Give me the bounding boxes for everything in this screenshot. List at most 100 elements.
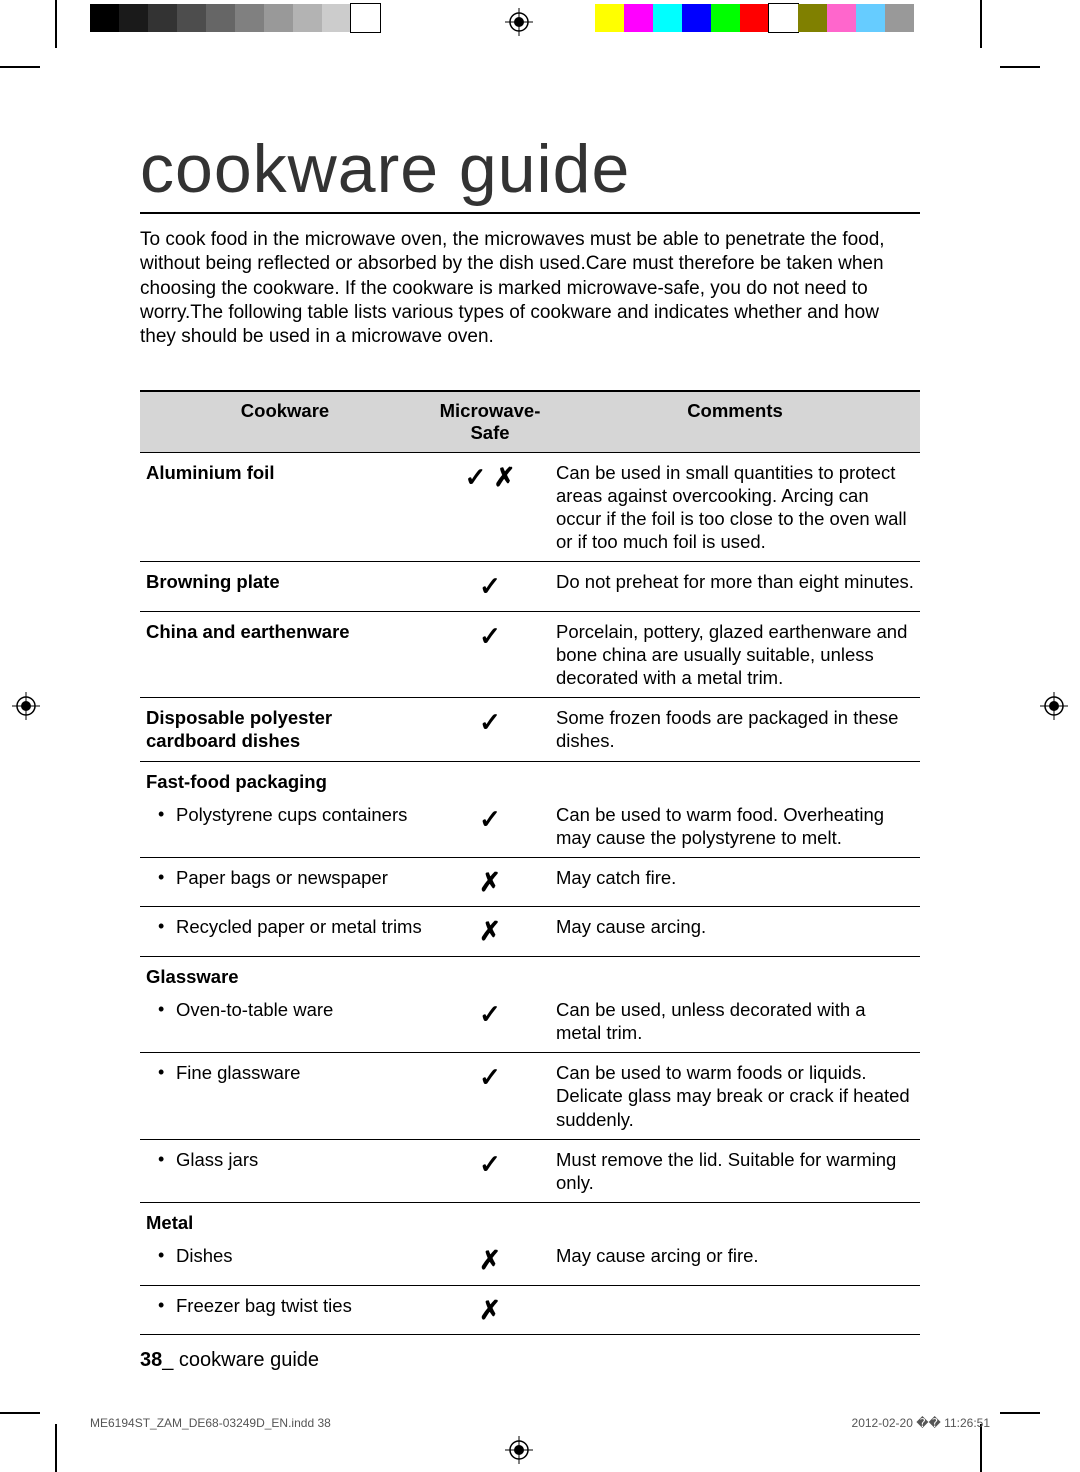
color-swatch (119, 4, 148, 32)
comments-cell: May cause arcing or fire. (550, 1236, 920, 1285)
page-footer: 38_ cookware guide (140, 1349, 319, 1372)
comments-cell (550, 1285, 920, 1335)
registration-mark-icon (505, 8, 533, 36)
cookware-cell: Recycled paper or metal trims (140, 907, 430, 957)
safe-cell: ✗ (430, 907, 550, 957)
comments-cell: Do not preheat for more than eight minut… (550, 562, 920, 612)
cookware-table: Cookware Microwave- Safe Comments Alumin… (140, 390, 920, 1336)
comments-cell: Can be used to warm food. Overheating ma… (550, 795, 920, 858)
crop-mark (1000, 66, 1040, 68)
cookware-cell: Browning plate (140, 562, 430, 612)
safe-cell: ✗ (430, 857, 550, 907)
intro-paragraph: To cook food in the microwave oven, the … (140, 228, 920, 350)
cookware-cell: Glass jars (140, 1139, 430, 1202)
color-swatch (351, 4, 380, 32)
color-swatch (293, 4, 322, 32)
table-body: Aluminium foil✓ ✗Can be used in small qu… (140, 452, 920, 1334)
header-safe: Microwave- Safe (430, 391, 550, 453)
table-row: Glassware (140, 956, 920, 990)
table-row: Oven-to-table ware✓Can be used, unless d… (140, 990, 920, 1053)
color-swatch (90, 4, 119, 32)
page-title: cookware guide (140, 130, 920, 214)
table-row: Recycled paper or metal trims✗May cause … (140, 907, 920, 957)
comments-cell: May cause arcing. (550, 907, 920, 957)
comments-cell: Can be used in small quantities to prote… (550, 452, 920, 562)
page-content: cookware guide To cook food in the micro… (140, 130, 920, 1335)
comments-cell: Some frozen foods are packaged in these … (550, 698, 920, 761)
header-comments: Comments (550, 391, 920, 453)
comments-cell: Can be used to warm foods or liquids. De… (550, 1053, 920, 1139)
crop-mark (55, 1424, 57, 1472)
color-swatch (653, 4, 682, 32)
color-swatch (322, 4, 351, 32)
table-row: Glass jars✓Must remove the lid. Suitable… (140, 1139, 920, 1202)
cookware-cell: Fine glassware (140, 1053, 430, 1139)
print-footer-meta: ME6194ST_ZAM_DE68-03249D_EN.indd 38 2012… (90, 1416, 990, 1430)
cookware-cell: Freezer bag twist ties (140, 1285, 430, 1335)
crop-mark (1000, 1412, 1040, 1414)
color-swatch (740, 4, 769, 32)
registration-mark-icon (505, 1436, 533, 1464)
color-swatch (624, 4, 653, 32)
page-number-label: _ cookware guide (162, 1349, 319, 1371)
safe-cell: ✗ (430, 1285, 550, 1335)
table-row: Freezer bag twist ties✗ (140, 1285, 920, 1335)
cookware-cell: Oven-to-table ware (140, 990, 430, 1053)
crop-mark (980, 1424, 982, 1472)
table-row: Disposable polyester cardboard dishes✓So… (140, 698, 920, 761)
crop-mark (0, 66, 40, 68)
crop-mark (55, 0, 57, 48)
cookware-cell: Disposable polyester cardboard dishes (140, 698, 430, 761)
safe-cell: ✓ (430, 795, 550, 858)
color-swatch (264, 4, 293, 32)
cookware-cell: Glassware (140, 956, 920, 990)
color-swatch (885, 4, 914, 32)
safe-cell: ✓ (430, 1053, 550, 1139)
color-swatch (682, 4, 711, 32)
safe-cell: ✓ ✗ (430, 452, 550, 562)
safe-cell: ✓ (430, 698, 550, 761)
color-swatch (177, 4, 206, 32)
color-swatch (856, 4, 885, 32)
header-cookware: Cookware (140, 391, 430, 453)
cookware-cell: Polystyrene cups containers (140, 795, 430, 858)
comments-cell: May catch fire. (550, 857, 920, 907)
color-swatch (206, 4, 235, 32)
table-row: Polystyrene cups containers✓Can be used … (140, 795, 920, 858)
color-swatch (595, 4, 624, 32)
comments-cell: Can be used, unless decorated with a met… (550, 990, 920, 1053)
color-colorbar (595, 4, 914, 32)
cookware-cell: China and earthenware (140, 611, 430, 697)
safe-cell: ✓ (430, 990, 550, 1053)
cookware-cell: Paper bags or newspaper (140, 857, 430, 907)
safe-cell: ✓ (430, 562, 550, 612)
table-row: China and earthenware✓Porcelain, pottery… (140, 611, 920, 697)
color-swatch (235, 4, 264, 32)
table-row: Fast-food packaging (140, 761, 920, 795)
cookware-cell: Metal (140, 1202, 920, 1236)
table-row: Paper bags or newspaper✗May catch fire. (140, 857, 920, 907)
safe-cell: ✗ (430, 1236, 550, 1285)
color-swatch (148, 4, 177, 32)
crop-mark (980, 0, 982, 48)
registration-mark-icon (12, 692, 40, 720)
color-swatch (798, 4, 827, 32)
comments-cell: Porcelain, pottery, glazed earthenware a… (550, 611, 920, 697)
print-timestamp: 2012-02-20 �� 11:26:51 (852, 1416, 990, 1430)
table-row: Browning plate✓Do not preheat for more t… (140, 562, 920, 612)
safe-cell: ✓ (430, 611, 550, 697)
cookware-cell: Fast-food packaging (140, 761, 920, 795)
table-row: Aluminium foil✓ ✗Can be used in small qu… (140, 452, 920, 562)
cookware-cell: Aluminium foil (140, 452, 430, 562)
color-swatch (711, 4, 740, 32)
crop-mark (0, 1412, 40, 1414)
source-file-label: ME6194ST_ZAM_DE68-03249D_EN.indd 38 (90, 1416, 331, 1430)
comments-cell: Must remove the lid. Suitable for warmin… (550, 1139, 920, 1202)
cookware-cell: Dishes (140, 1236, 430, 1285)
safe-cell: ✓ (430, 1139, 550, 1202)
color-swatch (827, 4, 856, 32)
page-number: 38 (140, 1349, 162, 1371)
greyscale-colorbar (90, 4, 380, 32)
table-row: Metal (140, 1202, 920, 1236)
registration-mark-icon (1040, 692, 1068, 720)
